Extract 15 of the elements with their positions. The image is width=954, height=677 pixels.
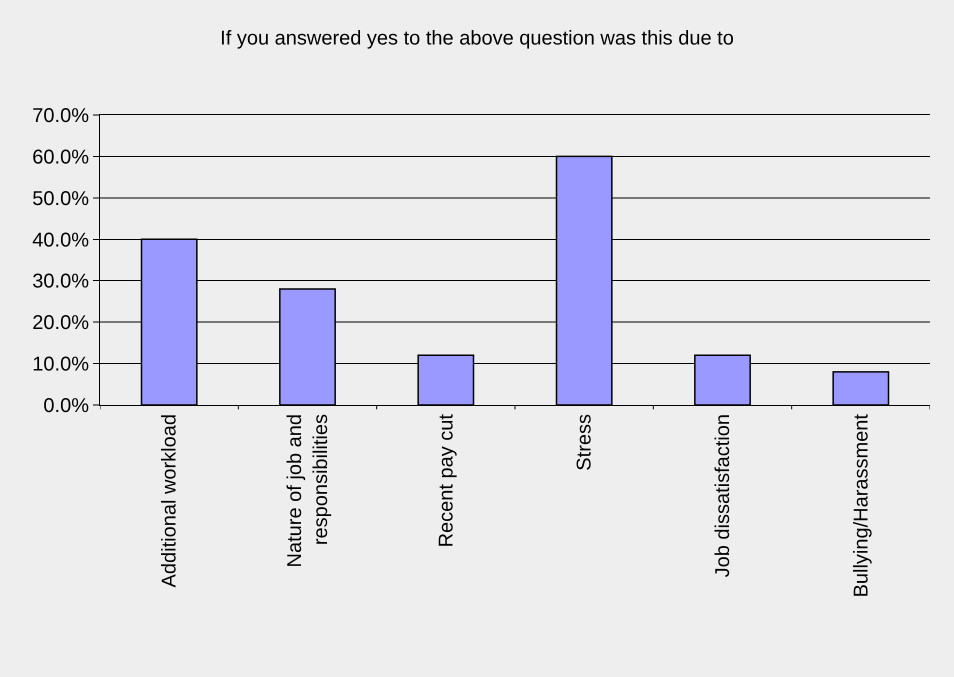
y-tick-label: 60.0% bbox=[32, 146, 90, 168]
x-tick-label: Job dissatisfaction bbox=[712, 414, 734, 578]
x-tick-label: Recent pay cut bbox=[435, 414, 458, 548]
x-tick-label: Stress bbox=[574, 414, 596, 471]
y-tick-label: 10.0% bbox=[32, 354, 90, 376]
y-tick-label: 70.0% bbox=[32, 105, 90, 127]
x-tick-label: Nature of job and responsibilities bbox=[284, 414, 332, 568]
chart-title: If you answered yes to the above question was this due to bbox=[220, 27, 734, 50]
y-tick-label: 0.0% bbox=[43, 395, 90, 417]
y-tick-label: 30.0% bbox=[32, 270, 90, 293]
y-tick-label: 50.0% bbox=[32, 188, 90, 210]
x-tick-label: Additional workload bbox=[158, 414, 181, 588]
y-tick-label: 40.0% bbox=[32, 229, 90, 252]
x-tick-label: Bullying/Harassment bbox=[850, 414, 872, 598]
y-tick-label: 20.0% bbox=[32, 312, 90, 334]
